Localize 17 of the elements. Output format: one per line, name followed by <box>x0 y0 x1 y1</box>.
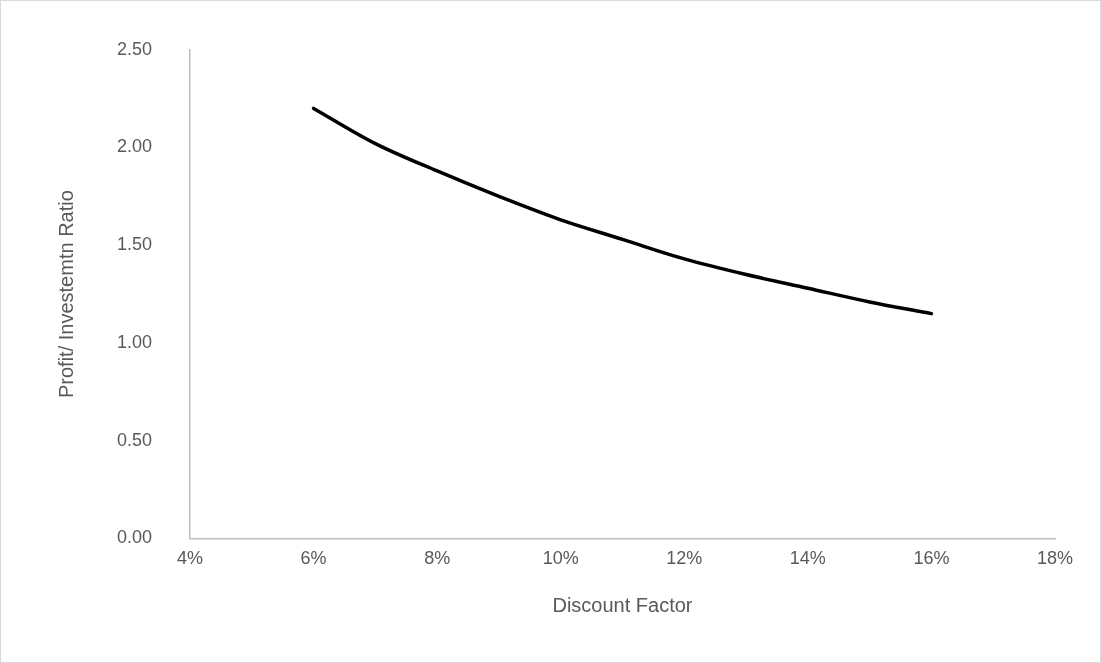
x-tick-label: 10% <box>542 548 579 569</box>
y-tick-label: 2.50 <box>116 38 153 59</box>
x-tick-label: 16% <box>913 548 950 569</box>
x-tick-label: 14% <box>789 548 826 569</box>
y-tick-label: 1.50 <box>116 234 153 255</box>
x-tick-label: 18% <box>1036 548 1074 569</box>
y-tick-label: 0.00 <box>116 527 153 548</box>
x-axis-title: Discount Factor <box>552 593 693 616</box>
y-axis-title: Profit/ Investemtn Ratio <box>54 190 77 399</box>
x-tick-label: 4% <box>177 548 204 569</box>
y-tick-label: 1.00 <box>116 331 153 352</box>
y-tick-label: 0.50 <box>116 429 153 450</box>
line-series <box>311 106 934 316</box>
x-tick-label: 6% <box>300 548 327 569</box>
x-tick-label: 8% <box>424 548 451 569</box>
x-tick-label: 12% <box>666 548 703 569</box>
y-tick-label: 2.00 <box>116 136 153 157</box>
